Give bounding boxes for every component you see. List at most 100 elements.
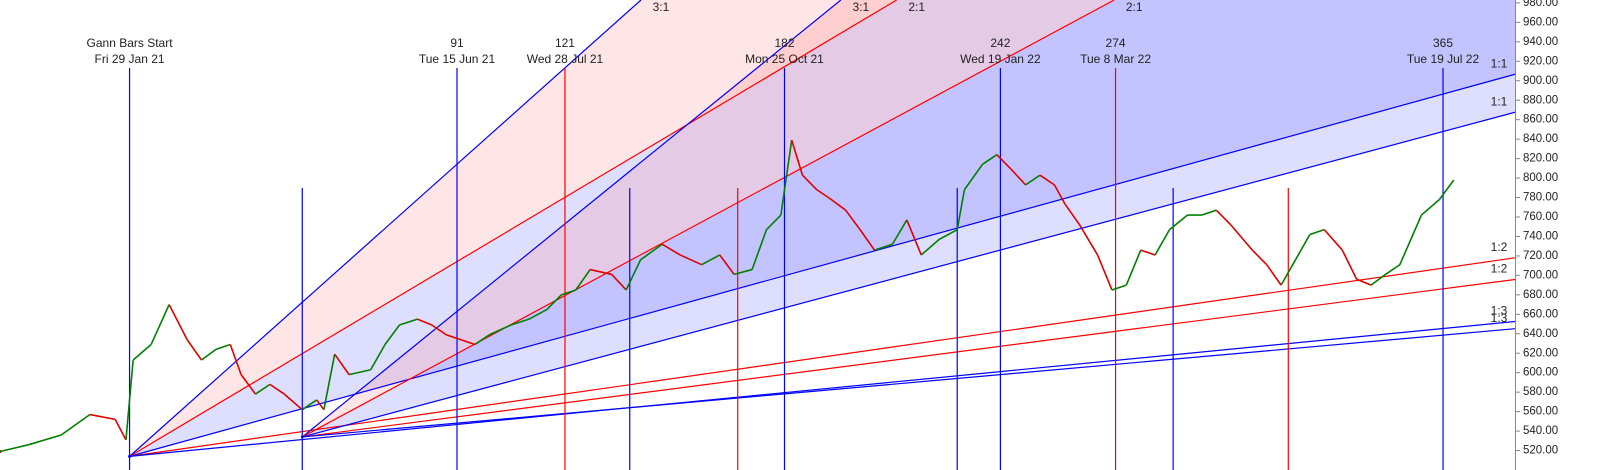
fan-shade [302, 0, 1515, 437]
price-segment [679, 254, 703, 266]
fan-label: 3:1 [653, 0, 670, 14]
price-segment [1078, 224, 1099, 256]
fan-label: 1:1 [1491, 56, 1508, 70]
y-tick-label: 960.00 [1523, 16, 1558, 28]
y-tick-label: 680.00 [1523, 289, 1558, 301]
y-tick-label: 940.00 [1523, 36, 1558, 48]
price-segment [874, 243, 893, 251]
y-tick-label: 600.00 [1523, 367, 1558, 379]
price-layer [0, 139, 1455, 454]
price-segment [546, 294, 562, 311]
fan-label: 2:1 [1126, 0, 1143, 14]
y-tick-label: 620.00 [1523, 347, 1558, 359]
fan-line [129, 0, 898, 457]
price-segment [801, 174, 818, 191]
price-segment [1215, 209, 1232, 226]
y-tick-label: 900.00 [1523, 75, 1558, 87]
price-segment [996, 154, 1012, 170]
fan-label: 2:1 [908, 0, 925, 14]
price-segment [1370, 273, 1386, 286]
bar-date: Wed 28 Jul 21 [527, 52, 604, 66]
fan-line [301, 0, 842, 438]
y-tick-label: 820.00 [1523, 153, 1558, 165]
price-segment [150, 304, 170, 345]
price-segment [1201, 209, 1217, 216]
price-segment [1309, 228, 1325, 236]
fan-origin [300, 435, 304, 439]
price-segment [1438, 179, 1455, 200]
price-segment [445, 333, 461, 341]
price-segment [859, 229, 876, 251]
bar-count: 91 [450, 36, 464, 50]
price-segment [431, 324, 447, 336]
price-segment [215, 343, 231, 351]
bar-date: Tue 8 Mar 22 [1080, 52, 1151, 66]
start-date: Fri 29 Jan 21 [95, 52, 165, 66]
price-segment [229, 344, 242, 375]
bar-count: 121 [555, 36, 575, 50]
price-segment [301, 399, 318, 411]
price-segment [1399, 214, 1423, 265]
price-segment [1266, 264, 1282, 286]
price-segment [963, 163, 984, 191]
y-tick-label: 520.00 [1523, 445, 1558, 457]
price-segment [168, 304, 188, 340]
fan-line [129, 73, 1516, 457]
price-segment [1251, 249, 1268, 266]
price-segment [1341, 249, 1358, 280]
price-segment [201, 348, 217, 361]
fan-origin [128, 454, 132, 458]
y-tick-label: 720.00 [1523, 250, 1558, 262]
price-segment [489, 324, 512, 336]
fan-label: 1:1 [1491, 94, 1508, 108]
fan-line [302, 111, 1516, 438]
price-segment [1154, 229, 1171, 256]
y-tick-label: 740.00 [1523, 230, 1558, 242]
price-segment [255, 383, 271, 395]
price-segment [640, 243, 663, 261]
price-segment [186, 339, 203, 361]
price-segment [1111, 284, 1127, 291]
price-segment [1356, 278, 1372, 286]
price-segment [1140, 249, 1156, 256]
price-segment [1053, 184, 1066, 205]
price-segment [269, 383, 285, 395]
price-segment [780, 140, 793, 216]
price-segment [790, 139, 804, 176]
fan-label: 3:1 [853, 0, 870, 14]
price-segment [733, 268, 753, 276]
y-tick-label: 700.00 [1523, 269, 1558, 281]
price-segment [906, 219, 922, 256]
fan-line [129, 320, 1516, 457]
y-tick-label: 880.00 [1523, 94, 1558, 106]
price-segment [334, 353, 350, 376]
price-segment [701, 254, 721, 266]
y-tick-label: 800.00 [1523, 172, 1558, 184]
price-segment [845, 209, 861, 231]
bar-date: Wed 19 Jan 22 [960, 52, 1041, 66]
bar-count: 274 [1106, 36, 1126, 50]
price-segment [661, 243, 681, 256]
price-segment [1280, 259, 1297, 286]
price-segment [1230, 224, 1253, 251]
fan-label: 1:3 [1491, 311, 1508, 325]
price-segment [589, 268, 612, 276]
price-segment [28, 434, 62, 446]
fan-line [129, 0, 642, 457]
y-tick-label: 540.00 [1523, 425, 1558, 437]
bar-count: 182 [774, 36, 794, 50]
price-segment [474, 334, 490, 346]
fan-line [129, 257, 1516, 457]
price-segment [891, 219, 908, 245]
price-segment [348, 368, 371, 376]
price-segment [510, 318, 530, 326]
price-segment [920, 238, 940, 256]
axis-layer: 520.00 540.00 560.00 580.00 600.00 620.00 640.… [1515, 0, 1558, 457]
price-segment [1420, 198, 1440, 216]
price-segment [561, 289, 577, 296]
price-segment [816, 189, 832, 201]
price-segment [316, 399, 325, 411]
fan-line [302, 328, 1516, 438]
fan-label: 1:2 [1491, 262, 1508, 276]
